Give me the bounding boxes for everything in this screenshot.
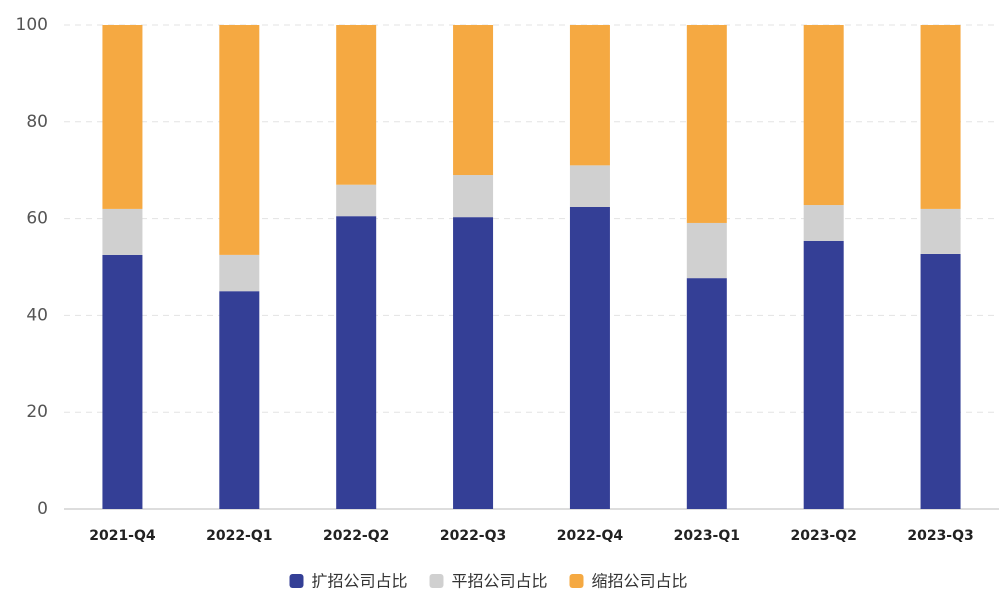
legend-swatch [569,574,584,588]
bar-segment [686,278,727,509]
bar-segment [686,25,727,223]
bar-segment [336,216,377,509]
bar-segment [569,165,610,207]
x-tick-label: 2022-Q2 [323,528,389,544]
bar-segment [686,222,727,279]
bar-segment [803,205,844,241]
bar-segment [453,25,494,176]
bar-segment [920,25,961,209]
legend-swatch [289,574,304,588]
bar-segment [102,254,143,509]
bar-segment [569,206,610,509]
bar-segment [920,208,961,254]
bar-segment [920,253,961,509]
bar-segment [219,291,260,509]
bar-segment [453,175,494,218]
y-tick-label: 0 [37,499,48,519]
legend-label: 缩招公司占比 [592,572,688,591]
bar-segment [803,240,844,509]
bar-segment [453,217,494,509]
x-tick-label: 2022-Q3 [440,528,506,544]
y-tick-label: 100 [16,15,48,35]
bar-segment [569,25,610,166]
y-tick-label: 40 [26,305,48,325]
bar-segment [336,184,377,217]
x-tick-label: 2023-Q2 [790,528,856,544]
x-tick-label: 2023-Q3 [907,528,973,544]
x-tick-label: 2022-Q4 [557,528,624,544]
legend-label: 平招公司占比 [452,572,548,591]
y-tick-label: 20 [26,402,48,422]
bar-segment [219,254,260,292]
y-tick-label: 60 [26,209,48,229]
x-tick-label: 2023-Q1 [674,528,740,544]
x-tick-label: 2021-Q4 [89,528,156,544]
bar-segment [102,208,143,255]
bar-segment [219,25,260,255]
y-tick-label: 80 [26,112,48,132]
bar-segment [336,25,377,185]
legend-swatch [429,574,444,588]
bar-segment [102,25,143,209]
legend-label: 扩招公司占比 [312,572,408,591]
bar-segment [803,25,844,206]
x-tick-label: 2022-Q1 [206,528,272,544]
